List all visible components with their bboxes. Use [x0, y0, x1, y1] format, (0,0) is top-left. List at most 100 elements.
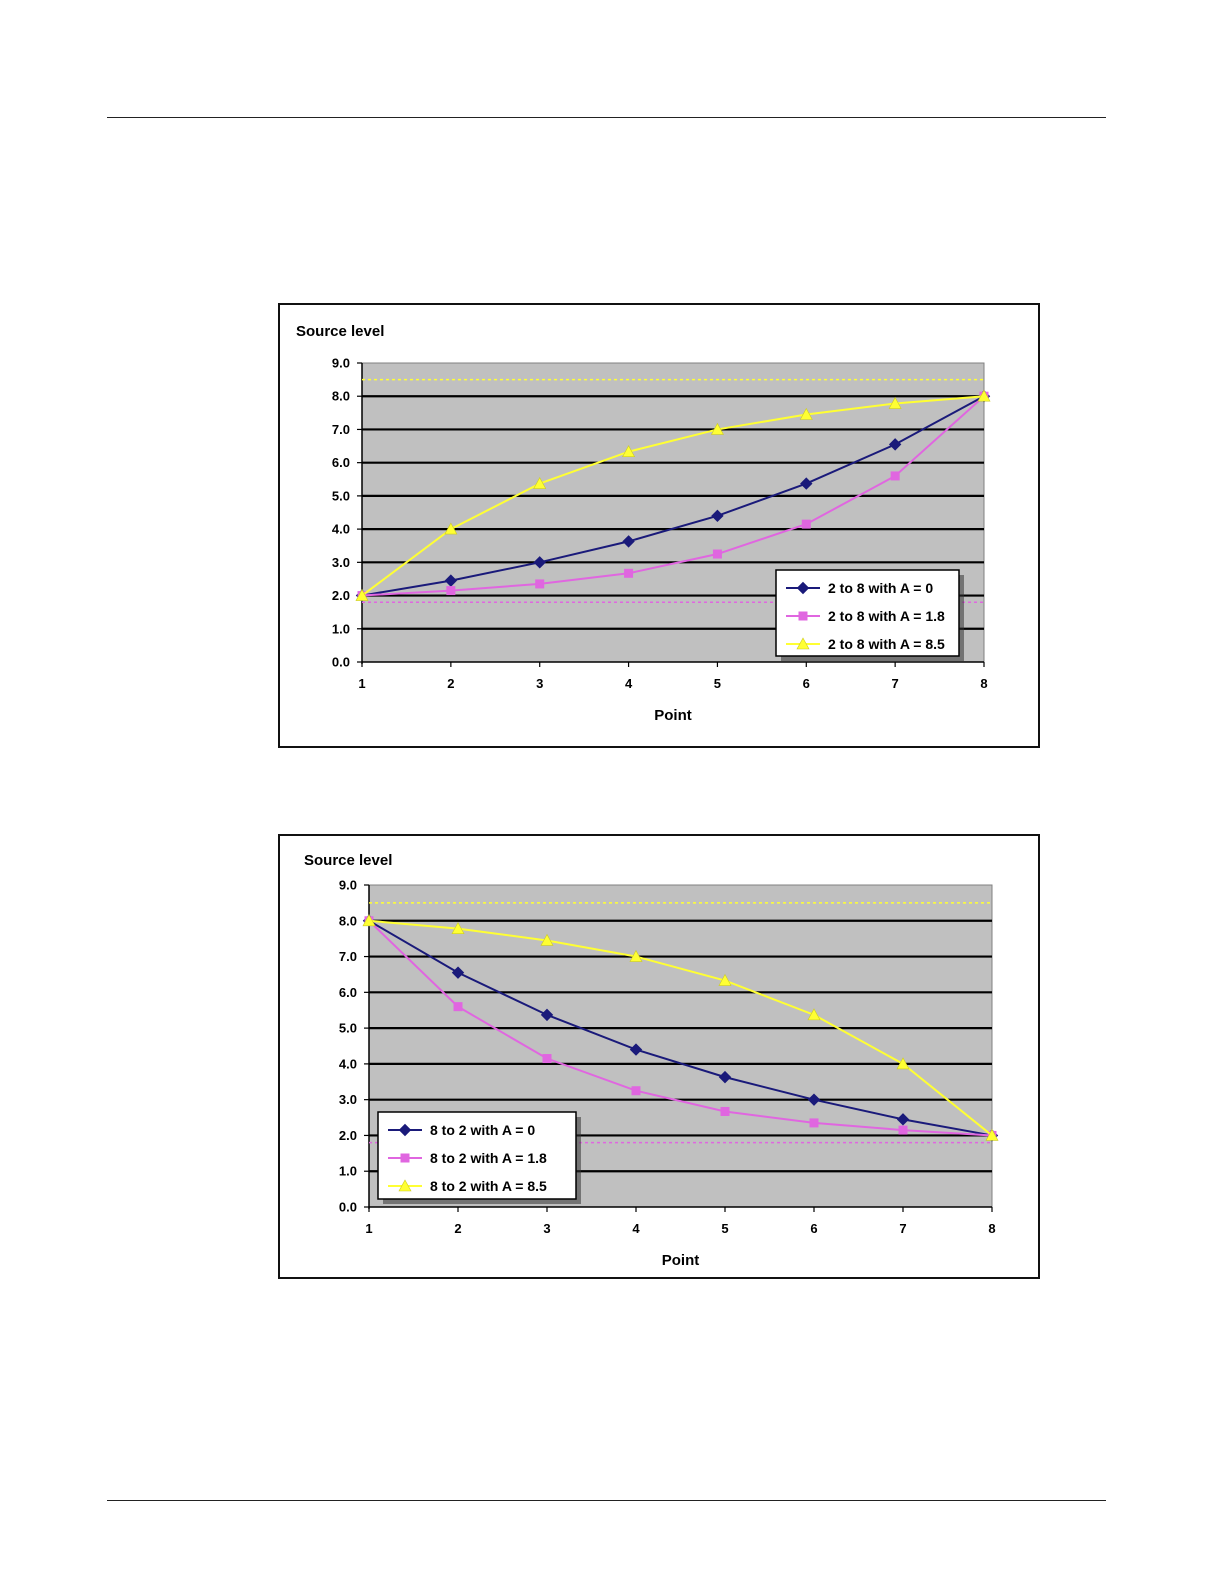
- x-axis-title: Point: [662, 1252, 700, 1269]
- data-point: [718, 1070, 732, 1084]
- data-point: [799, 407, 813, 420]
- x-tick-label: 8: [988, 1221, 995, 1236]
- data-point: [801, 519, 811, 529]
- chart-frame-increasing: 0.0 1.0 2.0 3.0 4.0 5.0 6.0 7.0 8.0 9.0 1 2 3 4 5 6 7 8 So…: [278, 303, 1040, 748]
- data-point: [631, 1086, 641, 1096]
- y-tick-label: 2.0: [339, 1128, 357, 1143]
- y-tick-label: 2.0: [332, 588, 350, 603]
- data-point: [629, 1043, 643, 1056]
- legend-label: 8 to 2 with A = 8.5: [430, 1178, 547, 1194]
- y-tick-label: 0.0: [332, 655, 350, 670]
- header-rule: [107, 117, 1106, 118]
- y-tick-label: 1.0: [339, 1164, 357, 1179]
- data-point: [355, 588, 369, 601]
- data-point: [446, 586, 456, 596]
- y-tick-label: 6.0: [339, 985, 357, 1000]
- series-line: [368, 920, 993, 1137]
- series-line: [368, 919, 993, 1137]
- legend-swatch-marker: [796, 637, 810, 650]
- x-tick-label: 1: [358, 676, 365, 691]
- legend-label: 2 to 8 with A = 8.5: [828, 636, 945, 652]
- data-point: [712, 549, 722, 559]
- data-point: [362, 914, 376, 927]
- y-axis-title: Source level: [304, 852, 392, 869]
- legend-label: 2 to 8 with A = 1.8: [828, 608, 945, 624]
- footer-rule: [107, 1500, 1106, 1501]
- data-point: [624, 568, 634, 578]
- y-tick-label: 1.0: [332, 621, 350, 636]
- data-point: [800, 477, 813, 490]
- data-point: [622, 445, 636, 458]
- legend-label: 2 to 8 with A = 0: [828, 580, 933, 596]
- data-point: [444, 522, 458, 535]
- legend-swatch-marker: [798, 611, 808, 621]
- chart-frame-decreasing: 0.0 1.0 2.0 3.0 4.0 5.0 6.0 7.0 8.0 9.0 1 2 3 4 5 6 7 8 So…: [278, 834, 1040, 1279]
- data-point: [896, 1057, 910, 1070]
- data-point: [977, 389, 991, 402]
- legend: [377, 1111, 577, 1200]
- series-line: [361, 395, 985, 597]
- y-tick-label: 4.0: [332, 522, 350, 537]
- series-line: [361, 395, 985, 597]
- data-point: [535, 579, 545, 589]
- chart-increasing: 0.0 1.0 2.0 3.0 4.0 5.0 6.0 7.0 8.0 9.0 1 2 3 4 5 6 7 8 So…: [296, 323, 991, 724]
- x-tick-label: 4: [625, 676, 633, 691]
- data-point: [898, 1125, 908, 1135]
- data-point: [453, 1002, 463, 1012]
- data-point: [807, 1093, 821, 1106]
- data-point: [451, 966, 465, 979]
- x-tick-label: 8: [980, 676, 987, 691]
- y-tick-label: 6.0: [332, 455, 350, 470]
- data-point: [807, 1008, 821, 1021]
- x-tick-label: 6: [803, 676, 810, 691]
- x-tick-label: 5: [714, 676, 721, 691]
- data-point: [720, 1106, 730, 1116]
- series-line: [368, 919, 993, 1137]
- data-point: [710, 422, 724, 435]
- x-tick-label: 7: [892, 676, 899, 691]
- x-tick-label: 6: [810, 1221, 817, 1236]
- x-tick-label: 3: [536, 676, 543, 691]
- y-tick-label: 5.0: [332, 488, 350, 503]
- y-tick-label: 5.0: [339, 1021, 357, 1036]
- data-point: [888, 396, 902, 409]
- data-point: [809, 1118, 819, 1128]
- y-tick-label: 4.0: [339, 1056, 357, 1071]
- legend-swatch-marker: [398, 1179, 412, 1192]
- data-point: [533, 476, 547, 489]
- data-point: [985, 1128, 999, 1141]
- y-tick-label: 0.0: [339, 1200, 357, 1215]
- x-tick-label: 1: [365, 1221, 372, 1236]
- data-point: [622, 535, 635, 548]
- data-point: [533, 556, 546, 569]
- data-point: [540, 933, 554, 946]
- x-tick-label: 2: [447, 676, 454, 691]
- data-point: [888, 438, 902, 451]
- y-tick-label: 3.0: [339, 1092, 357, 1107]
- x-tick-label: 5: [721, 1221, 728, 1236]
- data-point: [890, 471, 900, 481]
- data-point: [896, 1113, 910, 1126]
- data-point: [711, 509, 724, 523]
- x-tick-label: 3: [543, 1221, 550, 1236]
- x-axis-title: Point: [654, 707, 692, 724]
- legend-swatch-marker: [400, 1153, 410, 1163]
- y-tick-label: 9.0: [332, 356, 350, 371]
- x-tick-label: 7: [899, 1221, 906, 1236]
- chart-decreasing: 0.0 1.0 2.0 3.0 4.0 5.0 6.0 7.0 8.0 9.0 1 2 3 4 5 6 7 8 So…: [304, 852, 999, 1269]
- y-tick-label: 8.0: [339, 913, 357, 928]
- x-tick-label: 2: [454, 1221, 461, 1236]
- y-axis-title: Source level: [296, 323, 384, 340]
- legend-label: 8 to 2 with A = 1.8: [430, 1150, 547, 1166]
- x-tick-label: 4: [632, 1221, 640, 1236]
- series-line: [361, 395, 985, 597]
- data-point: [451, 922, 465, 934]
- data-point: [718, 973, 732, 986]
- data-point: [542, 1054, 552, 1064]
- data-point: [629, 949, 643, 962]
- y-tick-label: 9.0: [339, 878, 357, 893]
- y-tick-label: 7.0: [332, 422, 350, 437]
- legend-swatch-marker: [398, 1123, 412, 1137]
- legend-label: 8 to 2 with A = 0: [430, 1122, 535, 1138]
- y-tick-label: 3.0: [332, 555, 350, 570]
